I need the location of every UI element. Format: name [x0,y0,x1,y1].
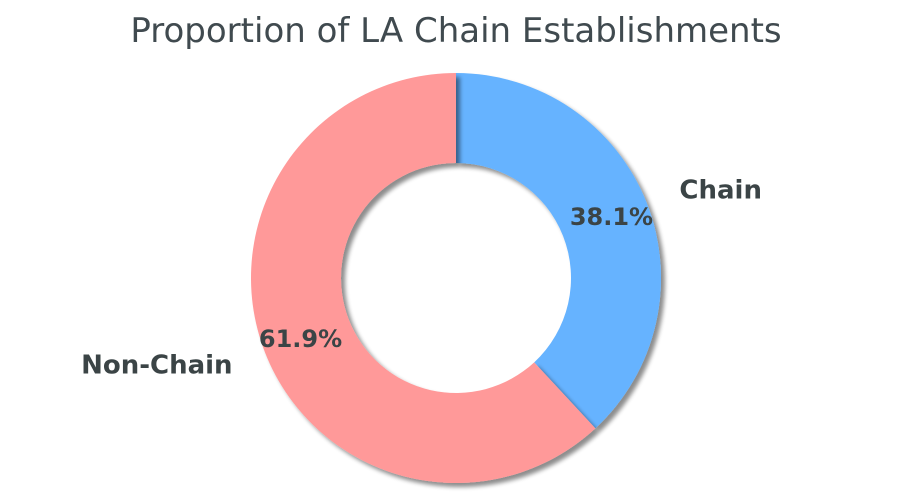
slices-layer [250,73,661,483]
slice-chain [456,73,661,429]
category-label-chain: Chain [679,175,762,205]
category-label-non-chain: Non-Chain [81,351,232,381]
chart-title: Proportion of LA Chain Establishments [130,11,781,51]
slice-non-chain [250,73,596,483]
percent-label-chain: 38.1% [570,203,653,231]
labels-layer: 38.1% Chain 61.9% Non-Chain [81,175,762,380]
percent-label-non-chain: 61.9% [259,325,342,353]
